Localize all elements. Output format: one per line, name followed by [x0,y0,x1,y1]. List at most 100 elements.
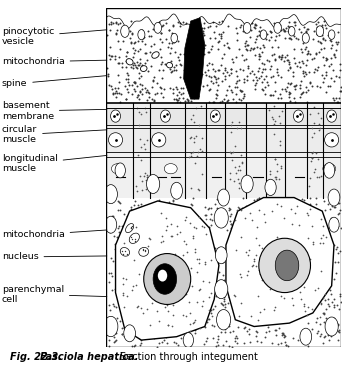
Point [134,59,140,65]
Point [190,68,196,74]
Point [333,73,339,79]
Point [334,244,340,250]
Point [221,219,227,225]
Point [105,330,111,336]
Point [284,57,290,63]
Circle shape [105,216,117,233]
Point [203,216,208,222]
Point [179,295,184,301]
Point [295,337,301,343]
Point [209,78,214,84]
Point [184,316,190,322]
Point [106,21,112,27]
Point [257,24,263,30]
Point [227,244,233,250]
Point [301,73,307,79]
Point [285,272,290,278]
Point [305,203,311,209]
Point [145,307,150,313]
Point [180,85,186,91]
Ellipse shape [160,110,170,122]
Point [267,289,273,295]
Point [184,332,189,338]
Point [252,268,257,274]
Point [157,68,162,74]
Circle shape [214,208,228,228]
Point [222,326,228,332]
Point [282,28,287,34]
Point [218,200,224,206]
Point [287,273,293,279]
Point [136,31,142,37]
Point [278,277,284,283]
Point [305,87,311,93]
Point [163,315,168,321]
Point [310,242,316,248]
Point [221,298,227,304]
Point [270,92,276,98]
Point [106,270,111,276]
Point [228,238,234,244]
Point [136,109,142,115]
Point [273,202,278,208]
Point [166,199,171,205]
Point [321,232,326,238]
Point [244,327,250,333]
Point [188,265,194,271]
Point [240,276,246,282]
Point [206,99,212,105]
Point [210,80,215,86]
Point [192,297,198,303]
Point [296,219,302,225]
Point [185,232,190,238]
Point [315,328,321,334]
Point [184,285,189,291]
Point [136,271,142,277]
Point [304,27,310,33]
Point [274,327,279,333]
Point [156,199,161,205]
Point [252,221,257,227]
Point [173,298,179,304]
Point [143,297,149,303]
Point [234,207,239,213]
Point [278,74,284,80]
Point [227,230,232,236]
Point [320,22,325,28]
Point [131,40,137,46]
Point [252,222,258,228]
Point [134,307,140,313]
Point [205,265,211,271]
Point [306,26,311,32]
Point [133,272,138,278]
Point [275,240,280,246]
Point [141,252,147,258]
Point [158,210,164,216]
Point [237,167,243,173]
Point [317,333,323,339]
FancyBboxPatch shape [106,108,341,124]
Point [151,74,156,80]
Point [277,319,282,325]
Point [161,246,167,252]
Point [153,327,159,333]
Point [162,279,167,285]
Point [183,280,189,286]
Point [204,231,209,237]
Point [226,320,231,326]
Point [215,339,220,345]
Point [166,40,172,46]
Point [311,228,316,234]
Point [170,312,175,318]
Point [206,316,212,322]
Ellipse shape [144,254,191,305]
Point [292,316,298,322]
Point [106,279,112,285]
Point [182,238,187,244]
Point [169,69,174,75]
Point [297,313,302,319]
Point [191,21,197,27]
Point [290,335,295,341]
Point [196,93,201,99]
Point [197,308,202,314]
